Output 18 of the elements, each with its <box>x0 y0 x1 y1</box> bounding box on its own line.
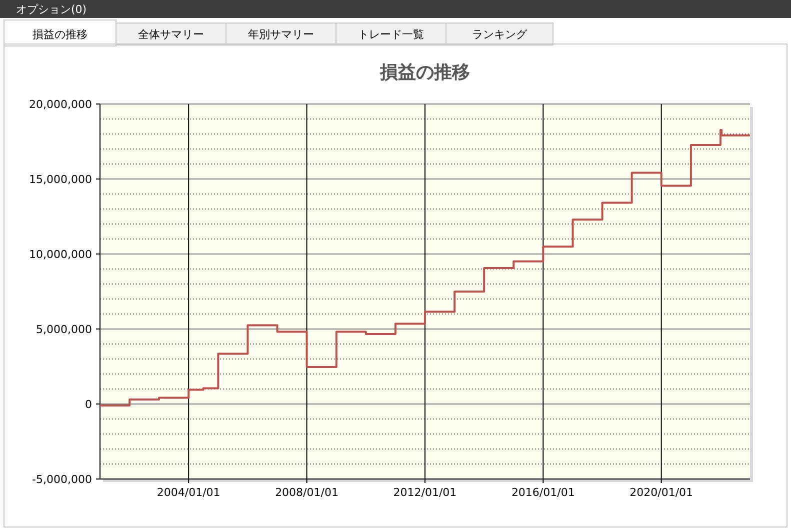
x-tick-label: 2012/01/01 <box>393 486 457 499</box>
y-tick-label: -5,000,000 <box>32 473 92 486</box>
x-tick-label: 2008/01/01 <box>275 486 338 499</box>
y-tick-label: 5,000,000 <box>36 323 92 336</box>
chart-title: 損益の推移 <box>379 62 470 83</box>
y-tick-label: 10,000,000 <box>29 248 92 261</box>
x-tick-label: 2020/01/01 <box>630 486 694 499</box>
x-tick-label: 2004/01/01 <box>156 486 220 499</box>
y-tick-label: 0 <box>85 398 92 411</box>
text: 年別サマリー <box>248 28 314 41</box>
text: ランキング <box>472 28 528 41</box>
text: 全体サマリー <box>138 28 204 41</box>
text: トレード一覧 <box>358 28 424 41</box>
x-tick-label: 2016/01/01 <box>511 486 575 499</box>
y-tick-label: 15,000,000 <box>29 173 92 186</box>
text: オプション(0) <box>16 3 87 16</box>
text: 損益の推移 <box>32 28 88 41</box>
y-tick-label: 20,000,000 <box>29 98 92 111</box>
